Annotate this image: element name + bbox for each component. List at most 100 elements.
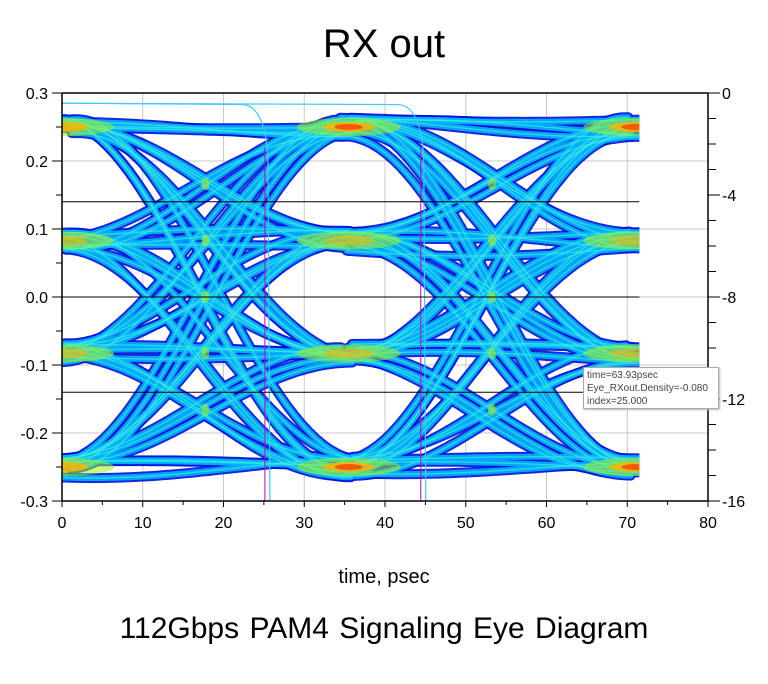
y-tick: 0.2 bbox=[26, 154, 62, 196]
x-tick: 50 bbox=[457, 501, 507, 532]
crossing-hotspot bbox=[487, 178, 496, 191]
y-tick: 0.0 bbox=[26, 290, 62, 332]
y-tick-label: -0.2 bbox=[20, 426, 48, 443]
eye-trace bbox=[357, 126, 640, 356]
crossing-hotspot bbox=[487, 403, 496, 416]
eye-trace bbox=[62, 118, 341, 463]
eye-trace bbox=[71, 118, 360, 461]
marker-tooltip: time=63.93psec Eye_RXout.Density=-0.080 … bbox=[583, 367, 719, 409]
eye-trace bbox=[356, 456, 640, 462]
y2-tick-label: -16 bbox=[722, 494, 745, 511]
density-hotspot bbox=[621, 124, 640, 130]
eye-trace bbox=[343, 461, 632, 475]
eye-trace bbox=[351, 241, 640, 458]
x-tick-label: 30 bbox=[295, 515, 313, 532]
crossing-hotspot bbox=[487, 234, 496, 247]
density-hotspot bbox=[322, 235, 375, 246]
y-tick: -0.2 bbox=[20, 426, 62, 468]
x-tick-label: 20 bbox=[215, 515, 233, 532]
crossing-hotspot bbox=[487, 347, 496, 360]
y2-tick-label: -8 bbox=[722, 290, 736, 307]
eye-trace bbox=[339, 127, 628, 470]
eye-trace bbox=[357, 121, 640, 350]
x-tick: 70 bbox=[618, 501, 669, 532]
x-axis-label: time, psec bbox=[338, 566, 430, 588]
x-tick: 80 bbox=[699, 501, 717, 532]
y-tick: -0.3 bbox=[20, 494, 62, 511]
y-tick-label: 0.0 bbox=[26, 290, 48, 307]
tooltip-index: index=25.000 bbox=[587, 396, 648, 407]
eye-trace bbox=[343, 359, 632, 477]
eye-trace bbox=[357, 117, 640, 123]
eye-trace bbox=[65, 121, 354, 358]
eye-trace bbox=[339, 117, 628, 138]
marker-curve bbox=[61, 102, 271, 502]
eye-trace bbox=[354, 136, 640, 239]
marker-curve bbox=[61, 102, 427, 502]
x-tick-label: 10 bbox=[134, 515, 152, 532]
eye-trace bbox=[350, 231, 639, 462]
density-hotspot bbox=[621, 464, 640, 470]
density-hotspot bbox=[334, 464, 363, 470]
crossing-hotspot bbox=[201, 178, 210, 191]
eye-trace bbox=[65, 361, 354, 464]
x-tick: 20 bbox=[215, 501, 265, 532]
eye-trace bbox=[71, 132, 360, 358]
x-tick: 0 bbox=[58, 501, 103, 532]
y-tick-label: 0.1 bbox=[26, 222, 48, 239]
eye-trace bbox=[338, 354, 626, 472]
density-hotspot bbox=[62, 462, 88, 472]
y-tick-label: -0.1 bbox=[20, 358, 48, 375]
eye-trace bbox=[341, 122, 630, 233]
eye-trace bbox=[353, 122, 640, 356]
y-tick-label: -0.3 bbox=[20, 494, 48, 511]
eye-trace bbox=[340, 116, 629, 462]
y2-tick-label: -4 bbox=[722, 188, 736, 205]
x-tick: 30 bbox=[295, 501, 346, 532]
y2-tick-label: 0 bbox=[722, 86, 731, 103]
eye-trace bbox=[69, 122, 358, 250]
eye-trace bbox=[62, 247, 340, 355]
crossing-hotspot bbox=[201, 234, 210, 247]
density-hotspot bbox=[62, 235, 88, 246]
y-tick: -0.1 bbox=[20, 358, 62, 400]
density-hotspot bbox=[334, 124, 363, 130]
y2-tick-label: -12 bbox=[722, 392, 745, 409]
tooltip-time: time=63.93psec bbox=[587, 370, 658, 381]
eye-trace bbox=[345, 247, 634, 257]
y-tick: 0.3 bbox=[26, 86, 62, 128]
eye-traces bbox=[62, 112, 640, 483]
x-tick: 10 bbox=[134, 501, 184, 532]
eye-trace bbox=[342, 135, 631, 466]
tooltip-density: Eye_RXout.Density=-0.080 bbox=[587, 383, 708, 394]
eye-trace bbox=[62, 118, 344, 470]
density-hotspot bbox=[322, 348, 375, 359]
figure-caption: 112Gbps PAM4 Signaling Eye Diagram bbox=[119, 612, 649, 645]
eye-trace bbox=[338, 344, 627, 464]
x-tick-label: 50 bbox=[457, 515, 475, 532]
x-tick: 60 bbox=[538, 501, 588, 532]
x-tick: 40 bbox=[376, 501, 426, 532]
density-hotspot bbox=[609, 235, 640, 246]
eye-trace bbox=[349, 117, 638, 467]
density-hotspot bbox=[62, 122, 88, 132]
x-tick-label: 40 bbox=[376, 515, 394, 532]
eye-trace bbox=[62, 354, 347, 473]
eye-trace bbox=[62, 457, 346, 479]
crossing-hotspot bbox=[201, 403, 210, 416]
eye-trace bbox=[62, 135, 342, 241]
crossing-hotspot bbox=[201, 347, 210, 360]
density-hotspot bbox=[609, 348, 640, 359]
density-hotspot bbox=[62, 348, 88, 359]
x-tick-label: 0 bbox=[58, 515, 67, 532]
x-tick-label: 70 bbox=[618, 515, 636, 532]
x-tick-label: 80 bbox=[699, 515, 717, 532]
x-tick-label: 60 bbox=[538, 515, 556, 532]
chart-title: RX out bbox=[322, 22, 446, 66]
marker-curves bbox=[61, 102, 427, 502]
y-tick-label: 0.3 bbox=[26, 86, 48, 103]
y-tick-label: 0.2 bbox=[26, 154, 48, 171]
eye-trace bbox=[355, 121, 640, 234]
